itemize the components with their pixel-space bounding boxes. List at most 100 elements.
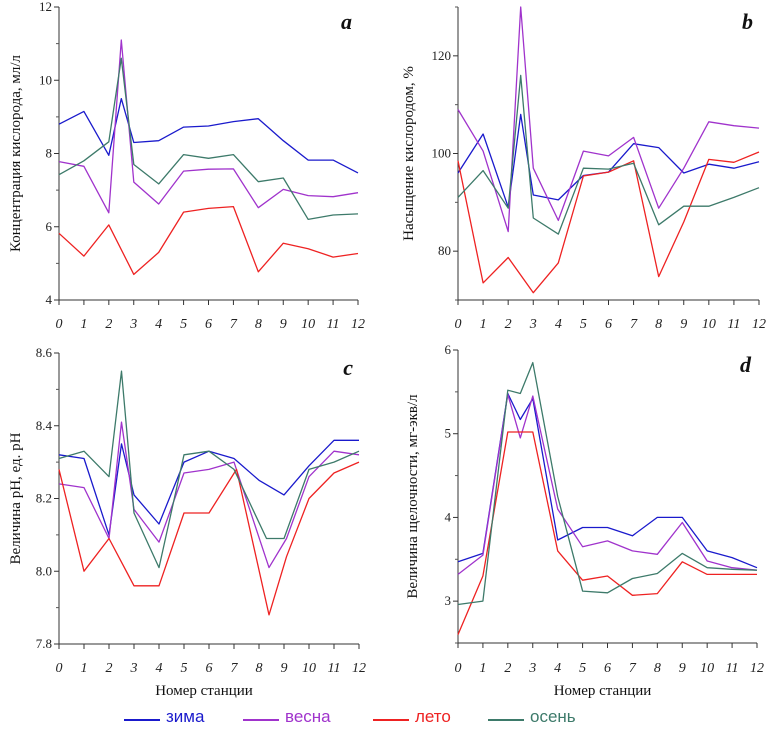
x-tick-label: 4: [554, 661, 561, 676]
series-line-зима: [58, 439, 359, 536]
series-line-осень: [457, 361, 758, 606]
series-line-лето: [58, 205, 359, 276]
series-line-весна: [457, 6, 760, 233]
x-tick-label: 9: [281, 661, 288, 676]
panel-label: a: [341, 9, 352, 34]
x-tick-label: 6: [604, 661, 611, 676]
x-tick-label: 8: [255, 317, 262, 332]
y-tick-label: 7.8: [36, 636, 52, 651]
x-tick-label: 12: [351, 317, 365, 332]
x-axis-label: Номер станции: [155, 683, 253, 699]
x-tick-label: 12: [752, 317, 766, 332]
x-tick-label: 8: [655, 317, 662, 332]
y-tick-label: 80: [438, 243, 451, 258]
x-tick-label: 5: [580, 317, 587, 332]
y-tick-label: 12: [39, 0, 52, 14]
panel-label: c: [343, 355, 353, 380]
series-line-лето: [457, 151, 760, 294]
x-tick-label: 3: [529, 317, 537, 332]
x-tick-label: 5: [579, 661, 586, 676]
panel-label: d: [740, 352, 752, 377]
series-line-осень: [457, 74, 760, 235]
y-tick-label: 100: [432, 146, 452, 161]
x-tick-label: 8: [654, 661, 661, 676]
x-tick-label: 11: [727, 317, 740, 332]
y-tick-label: 8: [46, 146, 53, 161]
x-tick-label: 2: [106, 661, 113, 676]
series-line-зима: [58, 97, 359, 174]
y-tick-label: 5: [445, 426, 452, 441]
series-line-зима: [457, 113, 760, 208]
x-tick-label: 7: [629, 661, 637, 676]
legend-swatch: [124, 719, 160, 721]
x-tick-label: 7: [230, 317, 238, 332]
x-tick-label: 1: [479, 661, 486, 676]
legend-label: весна: [285, 707, 331, 726]
x-tick-label: 5: [181, 661, 188, 676]
x-tick-label: 2: [105, 317, 112, 332]
x-tick-label: 7: [231, 661, 239, 676]
x-tick-label: 0: [56, 317, 63, 332]
x-tick-label: 6: [206, 661, 213, 676]
x-tick-label: 4: [156, 661, 163, 676]
x-tick-label: 10: [302, 661, 316, 676]
x-tick-label: 11: [327, 317, 340, 332]
x-tick-label: 5: [180, 317, 187, 332]
x-tick-label: 10: [301, 317, 315, 332]
x-tick-label: 0: [455, 317, 462, 332]
y-tick-label: 4: [445, 509, 452, 524]
y-tick-label: 8.4: [36, 418, 53, 433]
x-tick-label: 3: [528, 661, 536, 676]
x-tick-label: 1: [80, 317, 87, 332]
y-axis-label: Величина pH, ед. pH: [8, 432, 24, 564]
y-axis-label: Величина щелочности, мг-экв/л: [405, 394, 421, 599]
x-axis-label: Номер станции: [554, 683, 652, 699]
legend: зима весна лето осень: [0, 706, 768, 732]
series-line-зима: [457, 392, 758, 569]
x-tick-label: 0: [455, 661, 462, 676]
legend-swatch: [488, 719, 524, 721]
legend-label: лето: [415, 707, 451, 726]
legend-swatch: [243, 719, 279, 721]
y-tick-label: 120: [432, 48, 452, 63]
x-tick-label: 0: [56, 661, 63, 676]
x-tick-label: 12: [352, 661, 366, 676]
x-tick-label: 4: [155, 317, 162, 332]
x-tick-label: 2: [505, 317, 512, 332]
x-tick-label: 4: [555, 317, 562, 332]
x-tick-label: 3: [129, 317, 137, 332]
series-line-осень: [58, 57, 359, 221]
y-axis-label: Насыщение кислородом, %: [401, 66, 417, 241]
x-tick-label: 9: [680, 317, 687, 332]
y-tick-label: 10: [39, 72, 52, 87]
y-tick-label: 8.2: [36, 491, 52, 506]
legend-label: осень: [530, 707, 576, 726]
x-tick-label: 9: [280, 317, 287, 332]
x-tick-label: 6: [205, 317, 212, 332]
y-tick-label: 3: [445, 593, 452, 608]
legend-swatch: [373, 719, 409, 721]
series-line-весна: [457, 393, 758, 575]
series-line-осень: [58, 370, 360, 569]
y-tick-label: 6: [46, 219, 53, 234]
x-tick-label: 10: [700, 661, 714, 676]
y-tick-label: 4: [46, 292, 53, 307]
x-tick-label: 11: [726, 661, 739, 676]
x-tick-label: 7: [630, 317, 638, 332]
series-line-лето: [457, 431, 757, 635]
y-tick-label: 6: [445, 342, 452, 357]
panel-label: b: [742, 9, 753, 34]
x-tick-label: 8: [256, 661, 263, 676]
x-tick-label: 9: [679, 661, 686, 676]
x-tick-label: 6: [605, 317, 612, 332]
series-line-лето: [58, 461, 360, 616]
x-tick-label: 1: [480, 317, 487, 332]
y-tick-label: 8.0: [36, 563, 52, 578]
x-tick-label: 2: [504, 661, 511, 676]
x-tick-label: 10: [702, 317, 716, 332]
x-tick-label: 3: [130, 661, 138, 676]
